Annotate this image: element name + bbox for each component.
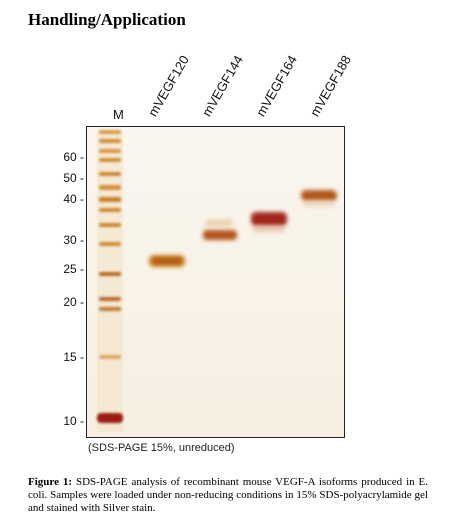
marker-band <box>99 307 121 311</box>
marker-band <box>99 223 121 227</box>
figure-caption-label: Figure 1: <box>28 476 73 488</box>
marker-band <box>99 272 121 276</box>
mw-label-10: 10 - <box>63 414 84 428</box>
band-mvegf164-smear <box>253 226 285 232</box>
mw-label-20: 20 - <box>63 295 84 309</box>
figure-caption: Figure 1: SDS-PAGE analysis of recombina… <box>28 476 428 515</box>
lane-label-mvegf120: mVEGF120 <box>145 52 192 119</box>
marker-band-strong <box>97 413 123 423</box>
figure-caption-text: SDS-PAGE analysis of recombinant mouse V… <box>28 476 429 514</box>
marker-band <box>99 130 121 134</box>
marker-band <box>99 197 121 202</box>
marker-lane-label: M <box>113 107 124 122</box>
gel-caption: (SDS-PAGE 15%, unreduced) <box>88 442 235 454</box>
mw-label-25: 25 - <box>63 262 84 276</box>
marker-band <box>99 355 121 359</box>
mw-label-50: 50 - <box>63 171 84 185</box>
marker-band <box>99 208 121 212</box>
band-mvegf188-smear <box>303 201 335 207</box>
band-mvegf120-core <box>153 258 181 264</box>
marker-band <box>99 242 121 246</box>
gel-image <box>86 126 345 438</box>
lane-label-mvegf164: mVEGF164 <box>253 52 300 119</box>
marker-band <box>99 158 121 162</box>
section-heading: Handling/Application <box>28 10 186 29</box>
band-mvegf144 <box>203 230 237 240</box>
marker-band <box>99 149 121 153</box>
mw-label-15: 15 - <box>63 350 84 364</box>
lane-label-mvegf188: mVEGF188 <box>307 52 354 119</box>
band-mvegf164 <box>251 212 287 226</box>
lane-label-mvegf144: mVEGF144 <box>199 52 246 119</box>
mw-label-60: 60 - <box>63 150 84 164</box>
gel-bands <box>97 130 337 432</box>
marker-lane-smear <box>97 132 123 432</box>
marker-band <box>99 185 121 190</box>
band-mvegf188 <box>301 190 337 201</box>
marker-band <box>99 297 121 301</box>
band-mvegf144-smear <box>205 219 233 227</box>
marker-band <box>99 172 121 176</box>
mw-label-30: 30 - <box>63 233 84 247</box>
marker-band <box>99 139 121 143</box>
mw-label-40: 40 - <box>63 192 84 206</box>
